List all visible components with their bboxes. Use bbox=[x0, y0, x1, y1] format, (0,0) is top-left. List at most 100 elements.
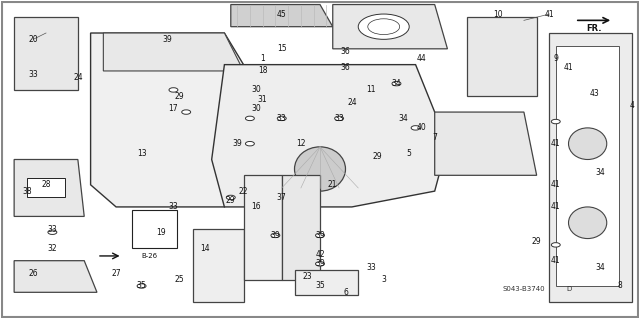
Text: 20: 20 bbox=[28, 35, 38, 44]
Text: 19: 19 bbox=[156, 228, 166, 237]
Text: FR.: FR. bbox=[586, 24, 602, 33]
Polygon shape bbox=[14, 17, 78, 90]
Text: 33: 33 bbox=[366, 263, 376, 271]
Text: 4: 4 bbox=[630, 101, 635, 110]
Text: 12: 12 bbox=[296, 139, 306, 148]
Circle shape bbox=[358, 14, 409, 39]
Text: 40: 40 bbox=[417, 123, 427, 132]
Polygon shape bbox=[91, 33, 244, 207]
Polygon shape bbox=[435, 112, 537, 175]
Polygon shape bbox=[467, 17, 537, 96]
Text: 7: 7 bbox=[432, 133, 437, 142]
Text: 33: 33 bbox=[28, 70, 38, 78]
Text: 34: 34 bbox=[595, 168, 605, 177]
Text: 34: 34 bbox=[392, 79, 401, 88]
Text: 14: 14 bbox=[200, 243, 210, 253]
Text: 44: 44 bbox=[417, 54, 427, 63]
Text: 30: 30 bbox=[252, 85, 261, 94]
Text: 29: 29 bbox=[372, 152, 382, 161]
Circle shape bbox=[277, 116, 286, 121]
Circle shape bbox=[246, 116, 254, 121]
Text: 30: 30 bbox=[252, 104, 261, 113]
Circle shape bbox=[137, 284, 146, 288]
Polygon shape bbox=[14, 160, 84, 216]
Text: 39: 39 bbox=[232, 139, 242, 148]
Polygon shape bbox=[193, 229, 244, 302]
Text: 26: 26 bbox=[28, 269, 38, 278]
Polygon shape bbox=[282, 175, 320, 280]
Circle shape bbox=[227, 195, 236, 200]
Text: 31: 31 bbox=[258, 95, 268, 104]
Text: 8: 8 bbox=[617, 281, 622, 291]
Circle shape bbox=[316, 262, 324, 266]
Text: 9: 9 bbox=[554, 54, 558, 63]
Text: 16: 16 bbox=[252, 203, 261, 211]
Circle shape bbox=[392, 81, 401, 86]
Circle shape bbox=[551, 243, 560, 247]
Ellipse shape bbox=[568, 207, 607, 239]
Text: 34: 34 bbox=[595, 263, 605, 271]
Text: 35: 35 bbox=[137, 281, 147, 291]
Text: 37: 37 bbox=[277, 193, 287, 202]
Polygon shape bbox=[244, 175, 282, 280]
Circle shape bbox=[411, 126, 420, 130]
Text: 36: 36 bbox=[340, 63, 350, 72]
Text: 42: 42 bbox=[315, 250, 325, 259]
Polygon shape bbox=[549, 33, 632, 302]
Polygon shape bbox=[231, 4, 333, 27]
Polygon shape bbox=[14, 261, 97, 292]
Polygon shape bbox=[294, 270, 358, 295]
Text: 29: 29 bbox=[175, 92, 184, 101]
Bar bbox=[27, 178, 65, 197]
Text: 39: 39 bbox=[315, 259, 325, 268]
Circle shape bbox=[551, 119, 560, 124]
Text: 15: 15 bbox=[277, 44, 287, 53]
Text: 34: 34 bbox=[398, 114, 408, 123]
Text: 39: 39 bbox=[315, 231, 325, 240]
Text: 23: 23 bbox=[303, 272, 312, 281]
Text: 41: 41 bbox=[551, 139, 561, 148]
Text: 33: 33 bbox=[168, 203, 179, 211]
Text: 11: 11 bbox=[366, 85, 376, 94]
Circle shape bbox=[335, 116, 344, 121]
Text: 45: 45 bbox=[277, 10, 287, 19]
Text: B-26: B-26 bbox=[141, 253, 157, 259]
Text: 41: 41 bbox=[551, 180, 561, 189]
Text: 41: 41 bbox=[564, 63, 573, 72]
Text: 33: 33 bbox=[47, 225, 57, 234]
Text: 41: 41 bbox=[551, 203, 561, 211]
Text: 18: 18 bbox=[258, 66, 268, 76]
Polygon shape bbox=[333, 4, 447, 49]
Text: 28: 28 bbox=[41, 180, 51, 189]
Text: 24: 24 bbox=[73, 73, 83, 82]
Text: S043-B3740: S043-B3740 bbox=[502, 286, 545, 292]
Text: 17: 17 bbox=[168, 104, 179, 113]
Text: 5: 5 bbox=[407, 149, 412, 158]
Text: 33: 33 bbox=[277, 114, 287, 123]
Text: D: D bbox=[566, 286, 571, 292]
Circle shape bbox=[182, 110, 191, 114]
Circle shape bbox=[246, 141, 254, 146]
Text: 13: 13 bbox=[137, 149, 147, 158]
Text: 29: 29 bbox=[226, 196, 236, 205]
Text: 3: 3 bbox=[381, 275, 386, 284]
Bar bbox=[132, 210, 177, 248]
Ellipse shape bbox=[568, 128, 607, 160]
Text: 21: 21 bbox=[328, 180, 337, 189]
Text: 6: 6 bbox=[343, 288, 348, 297]
Polygon shape bbox=[103, 33, 244, 71]
Text: 24: 24 bbox=[347, 98, 356, 107]
Polygon shape bbox=[212, 65, 447, 207]
Text: 32: 32 bbox=[47, 243, 57, 253]
Text: 25: 25 bbox=[175, 275, 184, 284]
Text: 36: 36 bbox=[340, 48, 350, 56]
Text: 10: 10 bbox=[493, 10, 503, 19]
Text: 43: 43 bbox=[589, 89, 599, 98]
Text: 39: 39 bbox=[271, 231, 280, 240]
Text: 29: 29 bbox=[532, 237, 541, 246]
Text: 35: 35 bbox=[315, 281, 325, 291]
Text: 39: 39 bbox=[162, 35, 172, 44]
Text: 22: 22 bbox=[239, 187, 248, 196]
Text: 38: 38 bbox=[22, 187, 32, 196]
Circle shape bbox=[169, 88, 178, 92]
